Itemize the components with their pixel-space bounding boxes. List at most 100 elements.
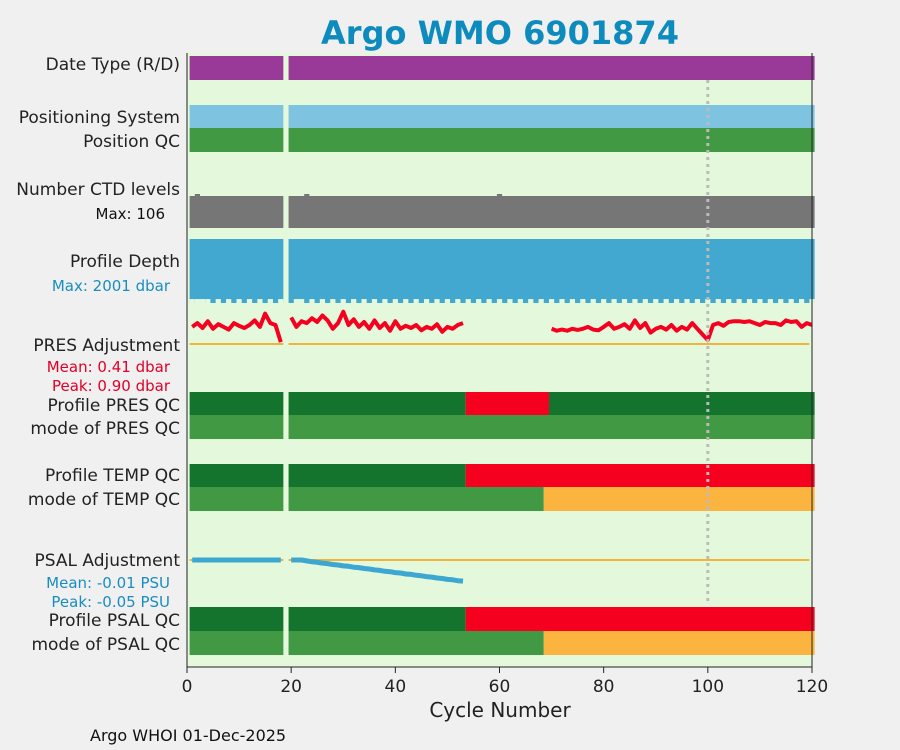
ctd-levels-peak-mark: [304, 194, 310, 197]
profile-depth-shallow-notch: [517, 299, 523, 303]
profile-depth-shallow-notch: [215, 299, 221, 303]
profile-depth-shallow-notch: [673, 299, 680, 303]
label-date-type: Date Type (R/D): [46, 55, 180, 75]
profile-psal-qc-segment: [465, 607, 815, 631]
profile-depth-shallow-notch: [340, 299, 346, 303]
label-profile-depth: Profile Depth: [70, 252, 180, 272]
profile-pres-qc-segment: [548, 392, 815, 415]
pres-adjustment-series-3: [550, 318, 813, 343]
profile-depth-shallow-notch: [528, 299, 534, 303]
profile-psal-qc-segment: [189, 607, 466, 631]
profile-depth-shallow-notch: [580, 299, 586, 303]
profile-temp-qc-segment: [189, 464, 466, 487]
profile-depth-shallow-notch: [767, 299, 773, 303]
label-mode-pres-qc: mode of PRES QC: [30, 419, 180, 439]
profile-depth-shallow-notch: [476, 299, 482, 303]
mode-temp-qc-segment: [543, 487, 815, 511]
label-mode-temp-qc: mode of TEMP QC: [28, 490, 180, 510]
profile-depth-shallow-notch: [257, 299, 263, 303]
x-axis: 0 20 40 60 80 100 120: [182, 53, 828, 697]
profile-depth-shallow-notch: [444, 299, 451, 303]
profile-depth-shallow-notch: [293, 299, 299, 303]
chart-marks: [189, 53, 815, 667]
profile-depth-shallow-notch: [507, 299, 513, 303]
profile-depth-shallow-notch: [413, 299, 419, 303]
profile-depth-shallow-notch: [569, 299, 576, 303]
label-pres-adjustment: PRES Adjustment: [33, 336, 180, 356]
x-tick-label: 20: [280, 677, 302, 697]
ctd-levels-peak-mark: [496, 194, 503, 197]
psal-adjustment-mean: Mean: -0.01 PSU: [46, 574, 170, 592]
x-tick-label: 80: [593, 677, 615, 697]
x-axis-label: Cycle Number: [429, 698, 571, 722]
profile-depth-shallow-notch: [194, 299, 201, 303]
profile-pres-qc-segment: [189, 392, 466, 415]
profile-depth-shallow-notch: [278, 299, 284, 303]
profile-depth-shallow-notch: [611, 299, 617, 303]
mode-pres-qc-segment: [189, 415, 815, 439]
profile-depth-shallow-notch: [538, 299, 544, 303]
footer-credit: Argo WHOI 01-Dec-2025: [90, 726, 286, 745]
profile-depth-shallow-notch: [788, 299, 794, 303]
profile-depth-shallow-notch: [423, 299, 430, 303]
profile-depth-shallow-notch: [663, 299, 669, 303]
profile-temp-qc-segment: [465, 464, 815, 487]
ctd-levels-peak-mark: [194, 194, 201, 197]
profile-depth-shallow-notch: [496, 299, 503, 303]
profile-depth-shallow-notch: [757, 299, 763, 303]
profile-depth-shallow-notch: [684, 299, 690, 303]
label-profile-pres-qc: Profile PRES QC: [47, 396, 180, 416]
profile-depth-shallow-notch: [189, 299, 195, 303]
profile-depth-shallow-notch: [465, 299, 471, 303]
profile-depth-shallow-notch: [455, 299, 461, 303]
ctd-levels-max: Max: 106: [96, 205, 165, 223]
profile-depth-shallow-notch: [205, 299, 211, 303]
profile-depth-bar: [189, 239, 815, 303]
date-type-bar: [189, 56, 815, 80]
ctd-levels-bar: [189, 196, 815, 228]
label-psal-adjustment: PSAL Adjustment: [35, 551, 181, 571]
profile-depth-shallow-notch: [798, 299, 805, 303]
profile-depth-shallow-notch: [200, 299, 206, 303]
x-tick-label: 120: [796, 677, 828, 697]
label-profile-psal-qc: Profile PSAL QC: [49, 611, 180, 631]
profile-depth-shallow-notch: [267, 299, 273, 303]
mode-psal-qc-segment: [543, 631, 815, 655]
pres-adjustment-peak: Peak: 0.90 dbar: [52, 377, 171, 395]
x-tick-label: 0: [182, 677, 193, 697]
chart-title: Argo WMO 6901874: [321, 14, 679, 52]
profile-depth-shallow-notch: [319, 299, 326, 303]
profile-depth-shallow-notch: [236, 299, 242, 303]
profile-depth-shallow-notch: [601, 299, 607, 303]
label-positioning-system: Positioning System: [19, 108, 180, 128]
profile-depth-shallow-notch: [632, 299, 638, 303]
profile-depth-shallow-notch: [746, 299, 753, 303]
pres-adjustment-series-1: [191, 311, 283, 343]
psal-adjustment-peak: Peak: -0.05 PSU: [51, 593, 170, 611]
profile-depth-shallow-notch: [705, 299, 711, 303]
profile-depth-shallow-notch: [371, 299, 378, 303]
profile-depth-shallow-notch: [590, 299, 596, 303]
profile-depth-shallow-notch: [778, 299, 784, 303]
profile-depth-shallow-notch: [736, 299, 742, 303]
profile-depth-shallow-notch: [715, 299, 721, 303]
label-mode-psal-qc: mode of PSAL QC: [31, 635, 180, 655]
pres-adjustment-mean: Mean: 0.41 dbar: [47, 358, 171, 376]
label-profile-temp-qc: Profile TEMP QC: [45, 466, 180, 486]
profile-depth-shallow-notch: [642, 299, 648, 303]
label-position-qc: Position QC: [83, 132, 180, 152]
profile-depth-shallow-notch: [694, 299, 701, 303]
profile-pres-qc-segment: [465, 392, 549, 415]
profile-depth-shallow-notch: [726, 299, 732, 303]
x-tick-label: 100: [692, 677, 724, 697]
profile-depth-shallow-notch: [486, 299, 492, 303]
profile-depth-shallow-notch: [548, 299, 555, 303]
position-qc-bar: [189, 128, 815, 152]
profile-depth-shallow-notch: [559, 299, 565, 303]
profile-depth-shallow-notch: [382, 299, 388, 303]
profile-depth-max: Max: 2001 dbar: [52, 277, 171, 295]
pres-adjustment-series-2: [289, 309, 464, 334]
profile-depth-shallow-notch: [434, 299, 440, 303]
profile-depth-shallow-notch: [361, 299, 367, 303]
